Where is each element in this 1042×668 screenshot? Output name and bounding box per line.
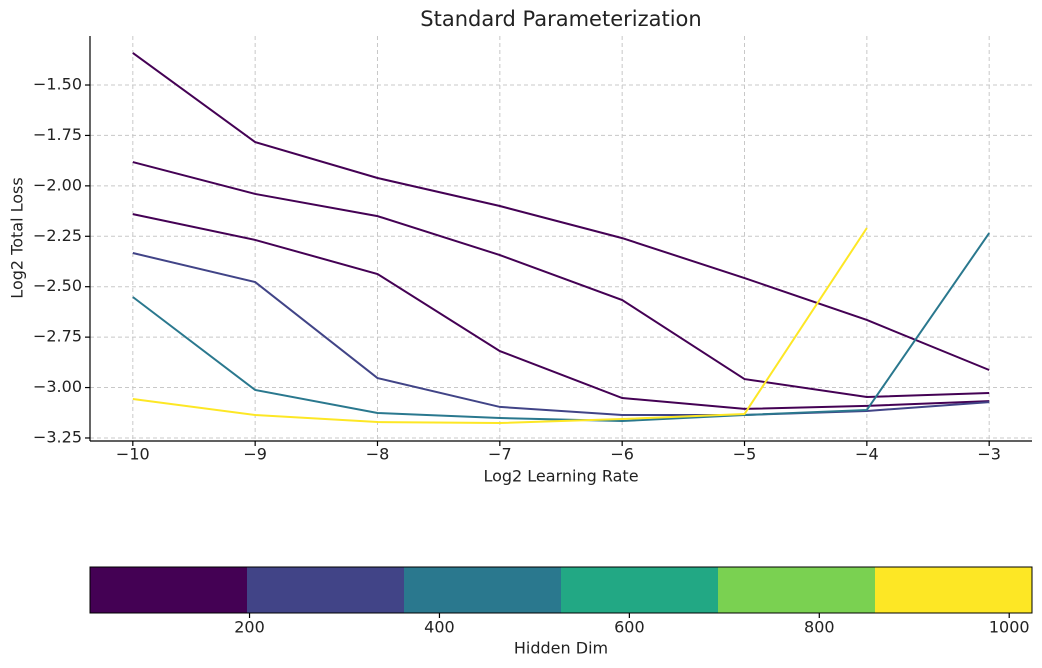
colorbar-segment (875, 567, 1033, 613)
y-tick-label: −3.00 (33, 377, 82, 396)
colorbar-frame (89, 566, 1033, 614)
colorbar-tick-label: 600 (614, 618, 645, 637)
x-axis-label: Log2 Learning Rate (483, 467, 638, 486)
y-tick-label: −1.50 (33, 75, 82, 94)
y-axis-label: Log2 Total Loss (8, 177, 27, 298)
x-tick-label: −5 (733, 445, 757, 464)
colorbar-segment (404, 567, 562, 613)
x-tick-label: −8 (366, 445, 390, 464)
colorbar-label: Hidden Dim (514, 639, 608, 658)
colorbar-tick-label: 200 (234, 618, 265, 637)
colorbar-tick-label: 1000 (989, 618, 1030, 637)
x-tick-label: −9 (243, 445, 267, 464)
series-line (132, 232, 991, 423)
x-tick-label: −3 (977, 445, 1001, 464)
colorbar-segment (90, 567, 248, 613)
colorbar-tick-label: 800 (804, 618, 835, 637)
y-tick-label: −2.00 (33, 175, 82, 194)
chart-title: Standard Parameterization (420, 7, 701, 31)
colorbar-segment (561, 567, 719, 613)
y-tick-label: −3.25 (33, 427, 82, 446)
y-tick-label: −2.50 (33, 276, 82, 295)
x-tick-label: −10 (116, 445, 150, 464)
x-tick-label: −6 (610, 445, 634, 464)
series-line (132, 213, 990, 410)
x-tick-label: −7 (488, 445, 512, 464)
colorbar-tick-label: 400 (424, 618, 455, 637)
y-tick-label: −1.75 (33, 125, 82, 144)
x-tick-label: −4 (855, 445, 879, 464)
colorbar-segment (247, 567, 405, 613)
series-line (132, 52, 990, 371)
y-tick-label: −2.25 (33, 226, 82, 245)
y-tick-label: −2.75 (33, 327, 82, 346)
colorbar-segment (718, 567, 876, 613)
series-line (132, 227, 868, 425)
series-line (132, 161, 990, 399)
